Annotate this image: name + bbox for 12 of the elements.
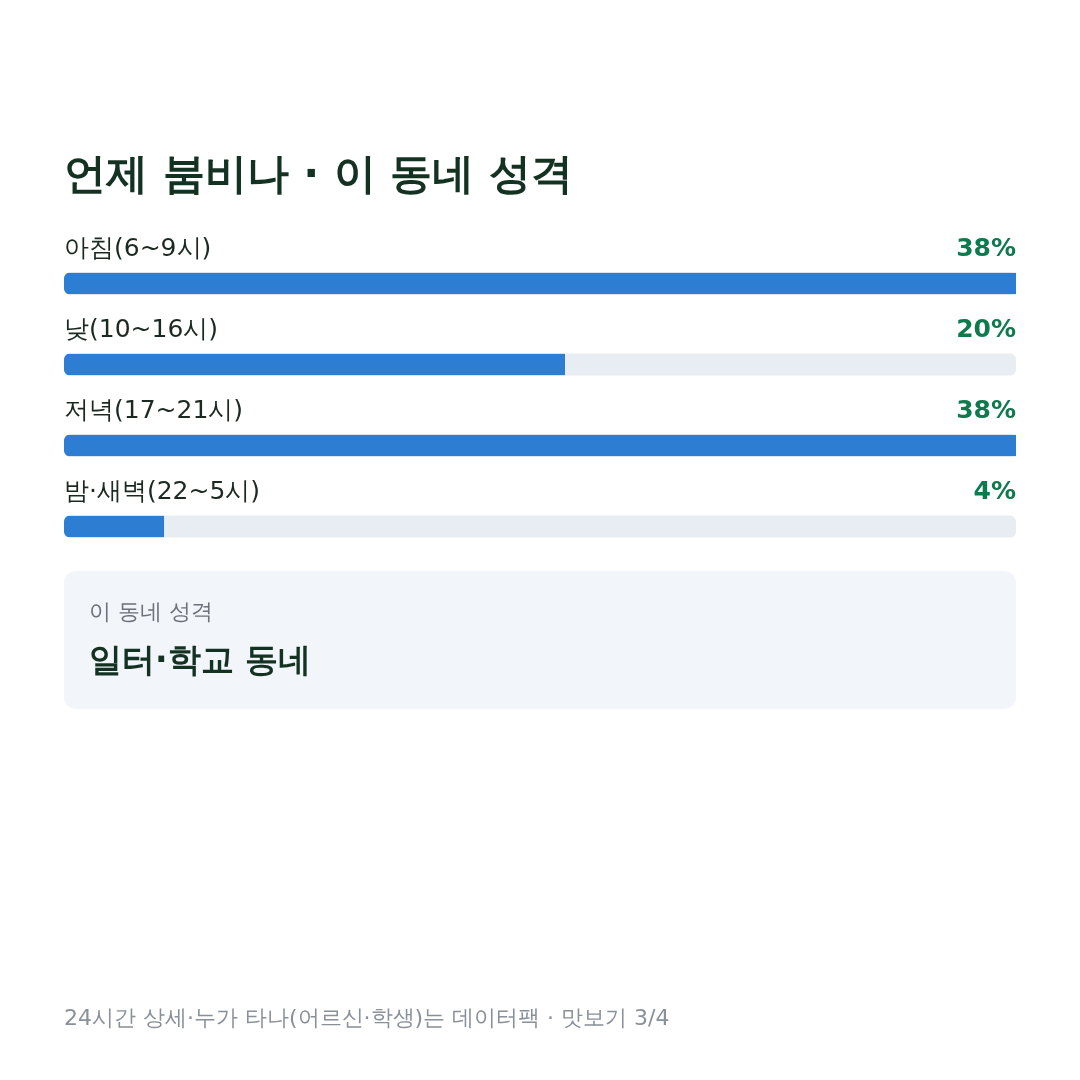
y-tick-label: 아침(6~9시) — [64, 232, 212, 262]
y-tick-label: 낮(10~16시) — [64, 313, 219, 343]
text: 24시간 상세·누가 타나(어르신·학생)는 데이터팩 · 맛보기 3/4 — [64, 1005, 670, 1030]
y-tick-label: 밤·새벽(22~5시) — [64, 475, 261, 505]
data-label: 4% — [973, 475, 1016, 505]
text: 일터·학교 동네 — [89, 640, 312, 679]
data-label: 38% — [956, 394, 1016, 424]
data-label: 20% — [956, 313, 1016, 343]
data-label: 38% — [956, 232, 1016, 262]
text: 이 동네 성격 — [89, 599, 213, 624]
y-tick-label: 저녁(17~21시) — [64, 394, 244, 424]
chart-title: 언제 붐비나 · 이 동네 성격 — [64, 149, 574, 198]
